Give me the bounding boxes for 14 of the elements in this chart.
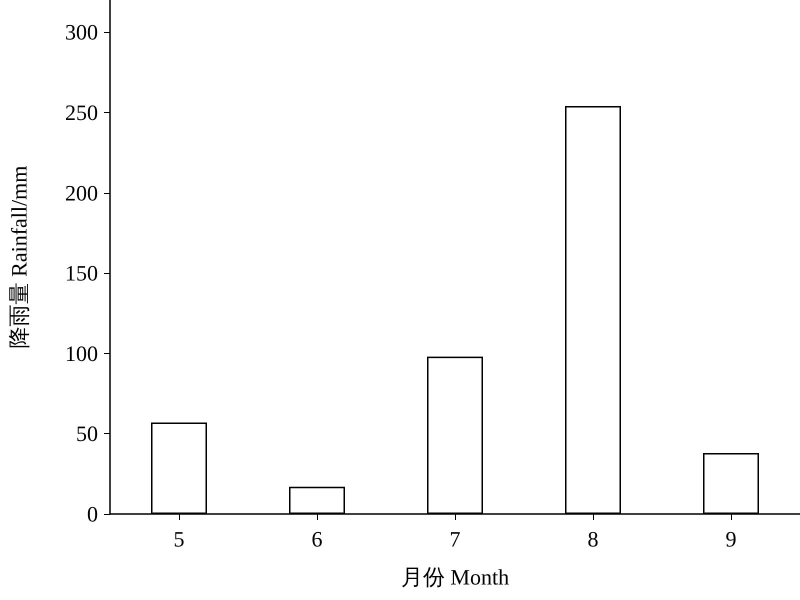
x-tick-label: 6: [312, 526, 322, 552]
y-tick-label: 200: [65, 180, 98, 206]
y-tick-label: 100: [65, 340, 98, 366]
y-tick-label: 250: [65, 100, 98, 125]
y-tick-label: 150: [65, 260, 98, 286]
y-axis-title: 降雨量 Rainfall/mm: [6, 166, 32, 348]
x-tick-label: 9: [726, 526, 736, 552]
x-tick-label: 5: [174, 526, 184, 552]
x-tick-label: 7: [450, 526, 460, 552]
y-tick-label: 0: [87, 502, 98, 526]
y-tick-label: 300: [65, 20, 98, 45]
y-tick-label: 50: [76, 421, 98, 446]
x-tick-label: 8: [588, 526, 598, 552]
x-axis-title: 月份 Month: [400, 564, 510, 590]
